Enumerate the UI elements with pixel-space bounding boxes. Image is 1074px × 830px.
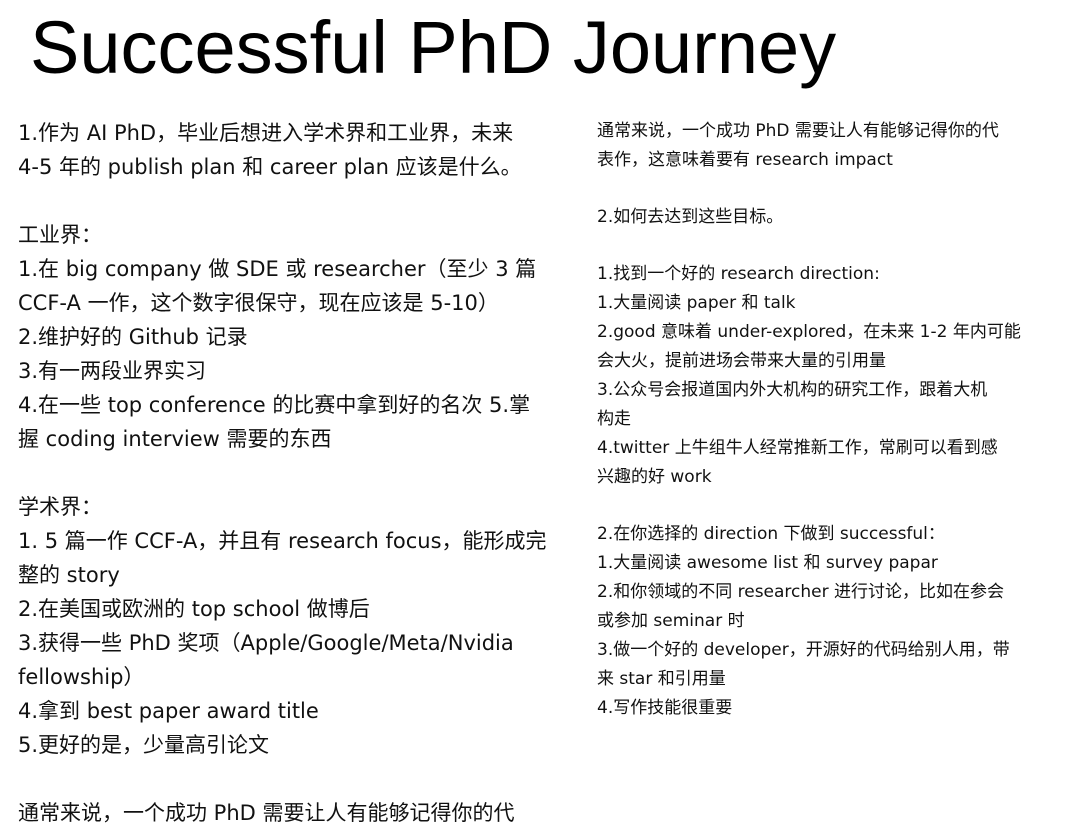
industry-line: 1.在 big company 做 SDE 或 researcher（至少 3 … [18,257,537,281]
left-column: 1.作为 AI PhD，毕业后想进入学术界和工业界，未来 4-5 年的 publ… [18,116,586,830]
question-heading: 2.如何去达到这些目标。 [597,207,784,227]
academia-line: 4.拿到 best paper award title [18,699,319,723]
direction-line: 会大火，提前进场会带来大量的引用量 [597,351,886,371]
academia-line: fellowship） [18,665,145,689]
academia-line: 2.在美国或欧洲的 top school 做博后 [18,597,370,621]
industry-line: 3.有一两段业界实习 [18,359,207,383]
successful-line: 1.大量阅读 awesome list 和 survey papar [597,553,938,573]
academia-line: 整的 story [18,563,120,587]
industry-line: 2.维护好的 Github 记录 [18,325,248,349]
direction-heading: 1.找到一个好的 research direction: [597,264,880,284]
direction-line: 4.twitter 上牛组牛人经常推新工作，常刷可以看到感 [597,438,998,458]
industry-heading: 工业界： [18,223,102,247]
direction-line: 兴趣的好 work [597,467,712,487]
closing-line: 表作，这意味着要有 research impact [597,150,893,170]
direction-line: 1.大量阅读 paper 和 talk [597,293,796,313]
closing-line: 通常来说，一个成功 PhD 需要让人有能够记得你的代 [597,121,999,141]
direction-line: 2.good 意味着 under-explored，在未来 1-2 年内可能 [597,322,1021,342]
successful-line: 4.写作技能很重要 [597,698,733,718]
page-title: Successful PhD Journey [30,6,837,89]
successful-heading: 2.在你选择的 direction 下做到 successful： [597,524,945,544]
successful-line: 2.和你领域的不同 researcher 进行讨论，比如在参会 [597,582,1005,602]
successful-line: 或参加 seminar 时 [597,611,745,631]
intro-line: 4-5 年的 publish plan 和 career plan 应该是什么。 [18,155,522,179]
successful-line: 3.做一个好的 developer，开源好的代码给别人用，带 [597,640,1010,660]
right-column: 通常来说，一个成功 PhD 需要让人有能够记得你的代 表作，这意味着要有 res… [597,117,1067,723]
closing-line: 通常来说，一个成功 PhD 需要让人有能够记得你的代 [18,801,515,825]
academia-heading: 学术界： [18,495,102,519]
successful-line: 来 star 和引用量 [597,669,726,689]
academia-line: 1. 5 篇一作 CCF-A，并且有 research focus，能形成完 [18,529,547,553]
intro-line: 1.作为 AI PhD，毕业后想进入学术界和工业界，未来 [18,121,514,145]
academia-line: 3.获得一些 PhD 奖项（Apple/Google/Meta/Nvidia [18,631,514,655]
industry-line: 4.在一些 top conference 的比赛中拿到好的名次 5.掌 [18,393,531,417]
industry-line: 握 coding interview 需要的东西 [18,427,332,451]
direction-line: 3.公众号会报道国内外大机构的研究工作，跟着大机 [597,380,988,400]
industry-line: CCF-A 一作，这个数字很保守，现在应该是 5-10） [18,291,499,315]
direction-line: 构走 [597,409,631,429]
academia-line: 5.更好的是，少量高引论文 [18,733,270,757]
